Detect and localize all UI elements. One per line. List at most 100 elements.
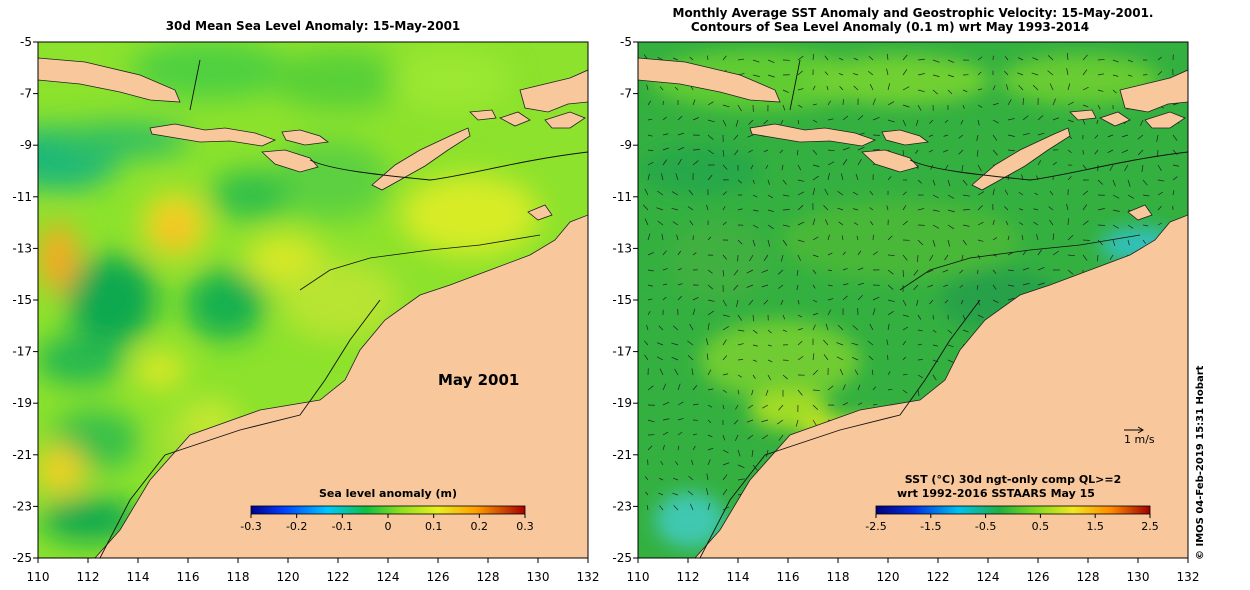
velocity-arrow [706, 473, 709, 481]
velocity-arrow [661, 233, 664, 241]
velocity-arrow [1109, 164, 1114, 171]
velocity-arrow [827, 269, 833, 271]
velocity-arrow [707, 404, 713, 408]
velocity-arrow [947, 74, 954, 78]
velocity-arrow [677, 418, 684, 421]
velocity-arrow [836, 342, 844, 346]
velocity-arrow [722, 221, 727, 226]
velocity-arrow [1094, 134, 1099, 139]
velocity-arrow [647, 445, 653, 451]
left-lon-label: 118 [227, 570, 250, 584]
velocity-arrow [867, 340, 874, 346]
velocity-arrow [780, 254, 784, 262]
velocity-arrow [992, 85, 996, 91]
velocity-arrow [707, 174, 713, 181]
sla-colorbar-tickmarks [250, 514, 526, 518]
velocity-arrow [927, 284, 934, 288]
right-lat-label: -25 [612, 551, 632, 565]
velocity-arrow [687, 354, 694, 361]
velocity-arrow [722, 299, 727, 307]
velocity-arrow [645, 491, 649, 496]
velocity-arrow [1127, 74, 1133, 77]
velocity-arrow [677, 115, 683, 121]
velocity-arrow [1097, 239, 1103, 246]
velocity-arrow [662, 250, 667, 256]
velocity-arrow [782, 239, 788, 246]
left-lat-label: -9 [20, 138, 32, 152]
velocity-arrow [947, 59, 955, 63]
velocity-arrow [752, 194, 758, 198]
velocity-arrow [902, 104, 910, 108]
velocity-arrow [842, 159, 848, 166]
velocity-arrow [737, 374, 742, 378]
velocity-arrow [992, 219, 995, 226]
velocity-arrow [1052, 233, 1055, 241]
velocity-arrow [737, 58, 745, 61]
velocity-arrow [1112, 209, 1120, 212]
velocity-arrow [662, 296, 667, 301]
velocity-arrow [992, 134, 998, 141]
velocity-arrow [672, 325, 679, 331]
right-lon-label: 112 [677, 570, 700, 584]
velocity-arrow [763, 254, 769, 261]
velocity-arrow [778, 284, 784, 289]
velocity-arrow [827, 149, 835, 152]
velocity-arrow [827, 100, 831, 106]
velocity-arrow [872, 296, 880, 301]
velocity-arrow [887, 299, 895, 303]
velocity-arrow [662, 283, 668, 286]
velocity-arrow [823, 339, 829, 346]
velocity-arrow [707, 323, 710, 331]
velocity-arrow [840, 173, 844, 181]
velocity-arrow [917, 179, 922, 184]
left-lat-label: -13 [12, 241, 32, 255]
velocity-arrow [797, 221, 805, 226]
velocity-arrow [824, 188, 829, 196]
velocity-arrow [872, 386, 877, 391]
velocity-arrow [1094, 149, 1099, 155]
velocity-arrow [947, 359, 954, 363]
velocity-arrow [647, 298, 653, 301]
velocity-arrow [797, 70, 803, 76]
sst-contours [699, 59, 1188, 558]
velocity-arrow [812, 312, 819, 316]
velocity-arrow [644, 476, 649, 481]
velocity-arrow [902, 69, 908, 76]
velocity-arrow [886, 339, 889, 346]
velocity-arrow [677, 431, 683, 436]
velocity-arrow [1107, 149, 1114, 154]
velocity-arrow [643, 340, 649, 346]
velocity-arrow [647, 252, 654, 256]
velocity-arrow [737, 359, 744, 361]
velocity-arrow [1007, 269, 1014, 272]
velocity-arrow [852, 208, 859, 211]
velocity-scale-label: 1 m/s [1124, 433, 1155, 446]
velocity-arrow [672, 492, 679, 496]
velocity-arrow [902, 373, 908, 376]
velocity-arrow [735, 434, 739, 441]
velocity-arrow [826, 85, 829, 91]
velocity-arrow [1096, 119, 1099, 125]
velocity-arrow [887, 83, 891, 91]
velocity-arrow [1157, 71, 1163, 76]
velocity-arrow [812, 218, 816, 226]
velocity-arrow [825, 323, 829, 331]
velocity-arrow [823, 205, 829, 211]
velocity-arrow [1097, 254, 1099, 262]
velocity-arrow [887, 311, 894, 316]
velocity-arrow [947, 179, 951, 187]
velocity-arrow [1107, 134, 1114, 138]
velocity-arrow [824, 55, 829, 61]
velocity-arrow [662, 418, 670, 421]
velocity-arrow [688, 475, 694, 481]
velocity-arrow [958, 149, 964, 155]
velocity-arrow [797, 88, 804, 91]
velocity-arrow [797, 254, 801, 261]
velocity-arrow [1037, 249, 1042, 256]
velocity-arrow [763, 299, 769, 305]
velocity-arrow [812, 299, 818, 303]
velocity-arrow [1022, 115, 1029, 121]
velocity-arrow [812, 149, 818, 155]
velocity-arrow [902, 269, 904, 278]
velocity-arrow [735, 404, 739, 410]
